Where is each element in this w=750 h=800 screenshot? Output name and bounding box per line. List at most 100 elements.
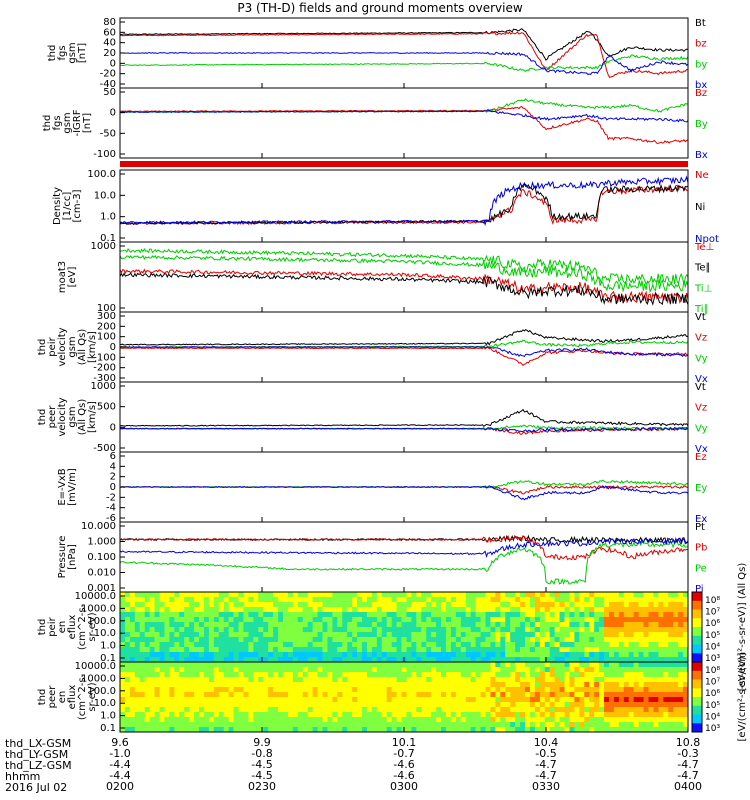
panel-8-cell [589, 647, 595, 653]
colorbar-tick-label: 10³ [705, 724, 720, 734]
panel-9-cell [604, 672, 610, 678]
panel-9-cell [307, 687, 314, 693]
panel-8-cell [579, 657, 585, 663]
panel-8-cell [455, 612, 462, 618]
panel-9-cell [628, 707, 635, 713]
panel-8-cell [406, 637, 412, 643]
panel-8-cell [327, 617, 333, 623]
panel-9-cell [312, 707, 318, 713]
panel-8-cell [154, 612, 160, 618]
panel-9-cell [604, 662, 610, 668]
panel-9-cell [608, 702, 615, 708]
panel-2-ylabel-1: [1/cc] [62, 192, 73, 221]
panel-8-cell [347, 637, 353, 643]
panel-8-cell [653, 602, 659, 608]
panel-9-cell [594, 727, 600, 733]
panel-8-cell [228, 647, 234, 653]
panel-2-ytick: 10.0 [94, 190, 116, 201]
panel-9-cell [441, 672, 447, 678]
panel-8-cell [529, 627, 536, 633]
panel-9-cell [564, 692, 570, 698]
panel-8-cell [653, 627, 659, 633]
panel-8-cell [421, 637, 427, 643]
panel-0-ylabel-3: [nT] [77, 43, 88, 63]
panel-9-cell [134, 662, 141, 668]
panel-8-cell [238, 592, 244, 598]
panel-8-cell [441, 647, 447, 653]
panel-9-cell [475, 662, 481, 668]
panel-9-cell [218, 662, 225, 668]
panel-9-cell [371, 667, 378, 673]
panel-9-cell [149, 722, 155, 728]
panel-9-cell [228, 707, 234, 713]
panel-9-cell [159, 682, 165, 688]
panel-8-cell [366, 592, 373, 598]
panel-8-cell [179, 612, 185, 618]
panel-9-cell [599, 662, 605, 668]
panel-9-cell [203, 677, 210, 683]
panel-9-cell [134, 697, 141, 703]
panel-9-cell [465, 687, 472, 693]
panel-8-cell [406, 622, 412, 628]
panel-9-cell [282, 677, 289, 683]
panel-9-cell [213, 692, 220, 698]
panel-9-cell [401, 672, 407, 678]
panel-9-cell [396, 717, 402, 723]
panel-9-cell [120, 722, 126, 728]
panel-9-cell [258, 692, 264, 698]
panel-9-cell [396, 682, 402, 688]
panel-8-cell [366, 597, 373, 603]
panel-9-cell [421, 667, 427, 673]
panel-9-cell [638, 712, 644, 718]
panel-9-cell [282, 672, 289, 678]
panel-8-cell [445, 617, 452, 623]
panel-9-cell [337, 692, 343, 698]
panel-8-cell [589, 657, 595, 663]
panel-9-cell [292, 702, 299, 708]
panel-8-cell [594, 647, 600, 653]
panel-8-cell [179, 597, 185, 603]
panel-8-cell [124, 607, 131, 613]
panel-8-cell [337, 617, 343, 623]
panel-8-cell [668, 607, 674, 613]
panel-9-cell [362, 707, 368, 713]
panel-9-cell [159, 672, 165, 678]
panel-9-cell [381, 682, 388, 688]
panel-8-cell [668, 592, 674, 598]
panel-9-cell [347, 672, 353, 678]
panel-8-cell [505, 637, 511, 643]
panel-8-cell [549, 637, 556, 643]
panel-9-cell [332, 662, 338, 668]
panel-8-cell [544, 627, 551, 633]
panel-9-cell [623, 722, 630, 728]
panel-8-cell [515, 612, 521, 618]
panel-9-cell [194, 707, 200, 713]
panel-8-cell [297, 622, 304, 628]
panel-8-cell [584, 657, 590, 663]
panel-8-cell [658, 597, 664, 603]
panel-9-cell [134, 722, 141, 728]
panel-9-cell [515, 702, 521, 708]
panel-8-cell [623, 597, 630, 603]
panel-9-cell [248, 702, 254, 708]
panel-8-cell [203, 657, 210, 663]
panel-8-cell [608, 617, 615, 623]
panel-8-cell [357, 652, 363, 658]
panel-8-cell [613, 617, 620, 623]
panel-9-cell [411, 667, 417, 673]
panel-9-cell [668, 672, 674, 678]
panel-9-cell [287, 697, 294, 703]
panel-9-cell [317, 717, 323, 723]
panel-9-cell [421, 707, 427, 713]
panel-8-cell [431, 622, 437, 628]
panel-8-cell [475, 652, 481, 658]
panel-6-legend-0: Ez [695, 452, 707, 463]
panel-8-cell [248, 607, 254, 613]
panel-9-cell [618, 687, 625, 693]
panel-9-cell [480, 667, 486, 673]
panel-9-cell [120, 672, 126, 678]
panel-8-cell [120, 617, 126, 623]
panel-9-cell [455, 692, 462, 698]
panel-8-cell [376, 632, 383, 638]
panel-8-cell [668, 612, 674, 618]
